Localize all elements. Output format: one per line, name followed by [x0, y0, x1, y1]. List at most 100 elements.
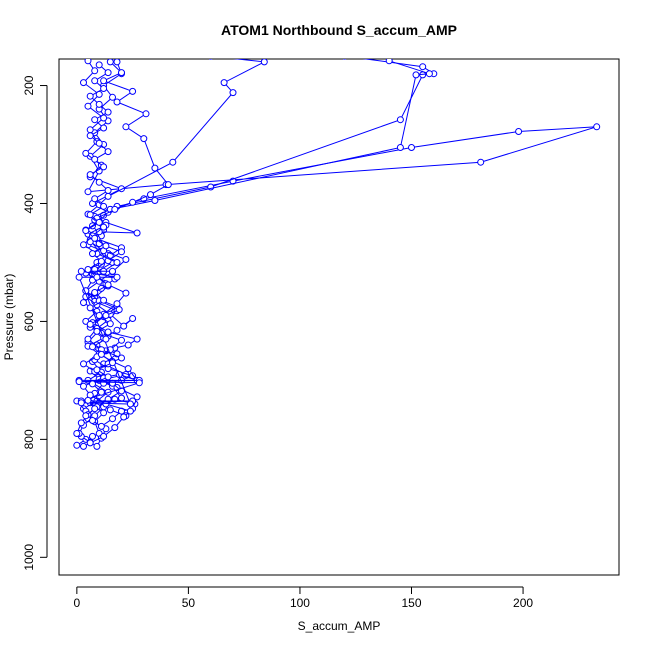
data-point — [100, 85, 108, 92]
data-point — [100, 296, 108, 304]
data-point — [342, 59, 347, 60]
data-point — [100, 432, 108, 440]
data-point — [77, 267, 85, 275]
data-point — [109, 415, 116, 423]
data-point — [95, 312, 103, 319]
data-point — [100, 409, 108, 417]
data-point — [104, 281, 112, 289]
data-point — [229, 89, 237, 97]
y-tick-label: 200 — [22, 75, 36, 95]
data-point — [425, 70, 433, 78]
y-tick-label: 600 — [22, 311, 36, 331]
data-point — [126, 407, 134, 415]
data-point — [133, 229, 141, 237]
data-point — [91, 116, 99, 124]
data-point — [260, 59, 268, 66]
data-point — [113, 59, 121, 66]
data-point — [84, 266, 92, 273]
series-line — [78, 270, 140, 405]
data-point — [84, 188, 92, 196]
data-point — [120, 322, 128, 330]
data-point — [84, 335, 92, 343]
plot-frame — [58, 58, 620, 576]
data-point — [80, 360, 87, 368]
data-point — [102, 242, 110, 250]
data-point — [111, 424, 119, 432]
data-point — [102, 312, 110, 319]
data-point — [113, 98, 121, 106]
data-point — [593, 123, 601, 131]
data-point — [93, 273, 101, 281]
data-point — [77, 399, 85, 407]
data-point — [113, 300, 121, 308]
data-point — [86, 171, 94, 179]
data-point — [129, 198, 137, 206]
data-point — [91, 155, 99, 163]
data-point — [80, 442, 87, 450]
data-point — [91, 195, 99, 203]
x-tick-label: 150 — [401, 596, 421, 610]
data-point — [104, 187, 112, 194]
data-point — [419, 63, 427, 71]
data-point — [84, 396, 92, 404]
data-point — [124, 365, 132, 373]
data-point — [133, 335, 141, 343]
data-point — [95, 178, 103, 186]
data-point — [91, 234, 99, 242]
series-0 — [73, 59, 601, 449]
data-point — [396, 144, 404, 151]
data-point — [89, 380, 96, 388]
x-axis-label: S_accum_AMP — [298, 619, 381, 633]
data-point — [91, 289, 99, 296]
data-point — [104, 373, 112, 381]
data-point — [147, 191, 154, 199]
data-point — [104, 148, 112, 156]
data-point — [77, 419, 85, 427]
data-point — [106, 320, 114, 328]
data-point — [151, 164, 159, 172]
data-point — [151, 197, 159, 204]
data-point — [129, 87, 137, 95]
data-point — [73, 430, 81, 437]
data-point — [93, 327, 101, 335]
data-point — [86, 126, 94, 134]
data-point — [385, 59, 393, 65]
data-point — [80, 79, 87, 87]
data-point — [89, 417, 96, 424]
data-point — [86, 304, 94, 312]
series-4 — [80, 59, 433, 450]
data-point — [89, 250, 96, 258]
data-point — [93, 366, 101, 374]
data-point — [86, 439, 94, 447]
data-point — [80, 299, 87, 307]
data-point — [97, 422, 105, 430]
series-line — [81, 59, 436, 448]
y-axis: 200 400 600 800 1000 — [22, 75, 48, 571]
data-point — [104, 192, 112, 200]
data-point — [97, 257, 105, 265]
x-tick-label: 50 — [182, 596, 196, 610]
data-point — [109, 267, 116, 275]
data-point — [142, 110, 150, 118]
data-point — [109, 359, 116, 367]
data-point — [75, 378, 83, 386]
data-point — [104, 108, 112, 116]
data-point — [412, 71, 420, 79]
data-point — [82, 412, 90, 420]
data-point — [91, 77, 99, 85]
data-point — [84, 59, 92, 65]
data-point — [97, 350, 105, 358]
y-axis-label: Pressure (mbar) — [2, 274, 16, 361]
data-point — [89, 343, 96, 351]
data-point — [135, 379, 143, 387]
data-point — [91, 67, 99, 75]
data-point — [93, 442, 101, 450]
data-point — [80, 241, 87, 249]
data-point — [220, 79, 228, 87]
series-6 — [75, 267, 143, 408]
data-point — [515, 128, 523, 135]
data-point — [109, 93, 116, 101]
series-layer — [73, 59, 601, 450]
data-point — [208, 59, 213, 60]
